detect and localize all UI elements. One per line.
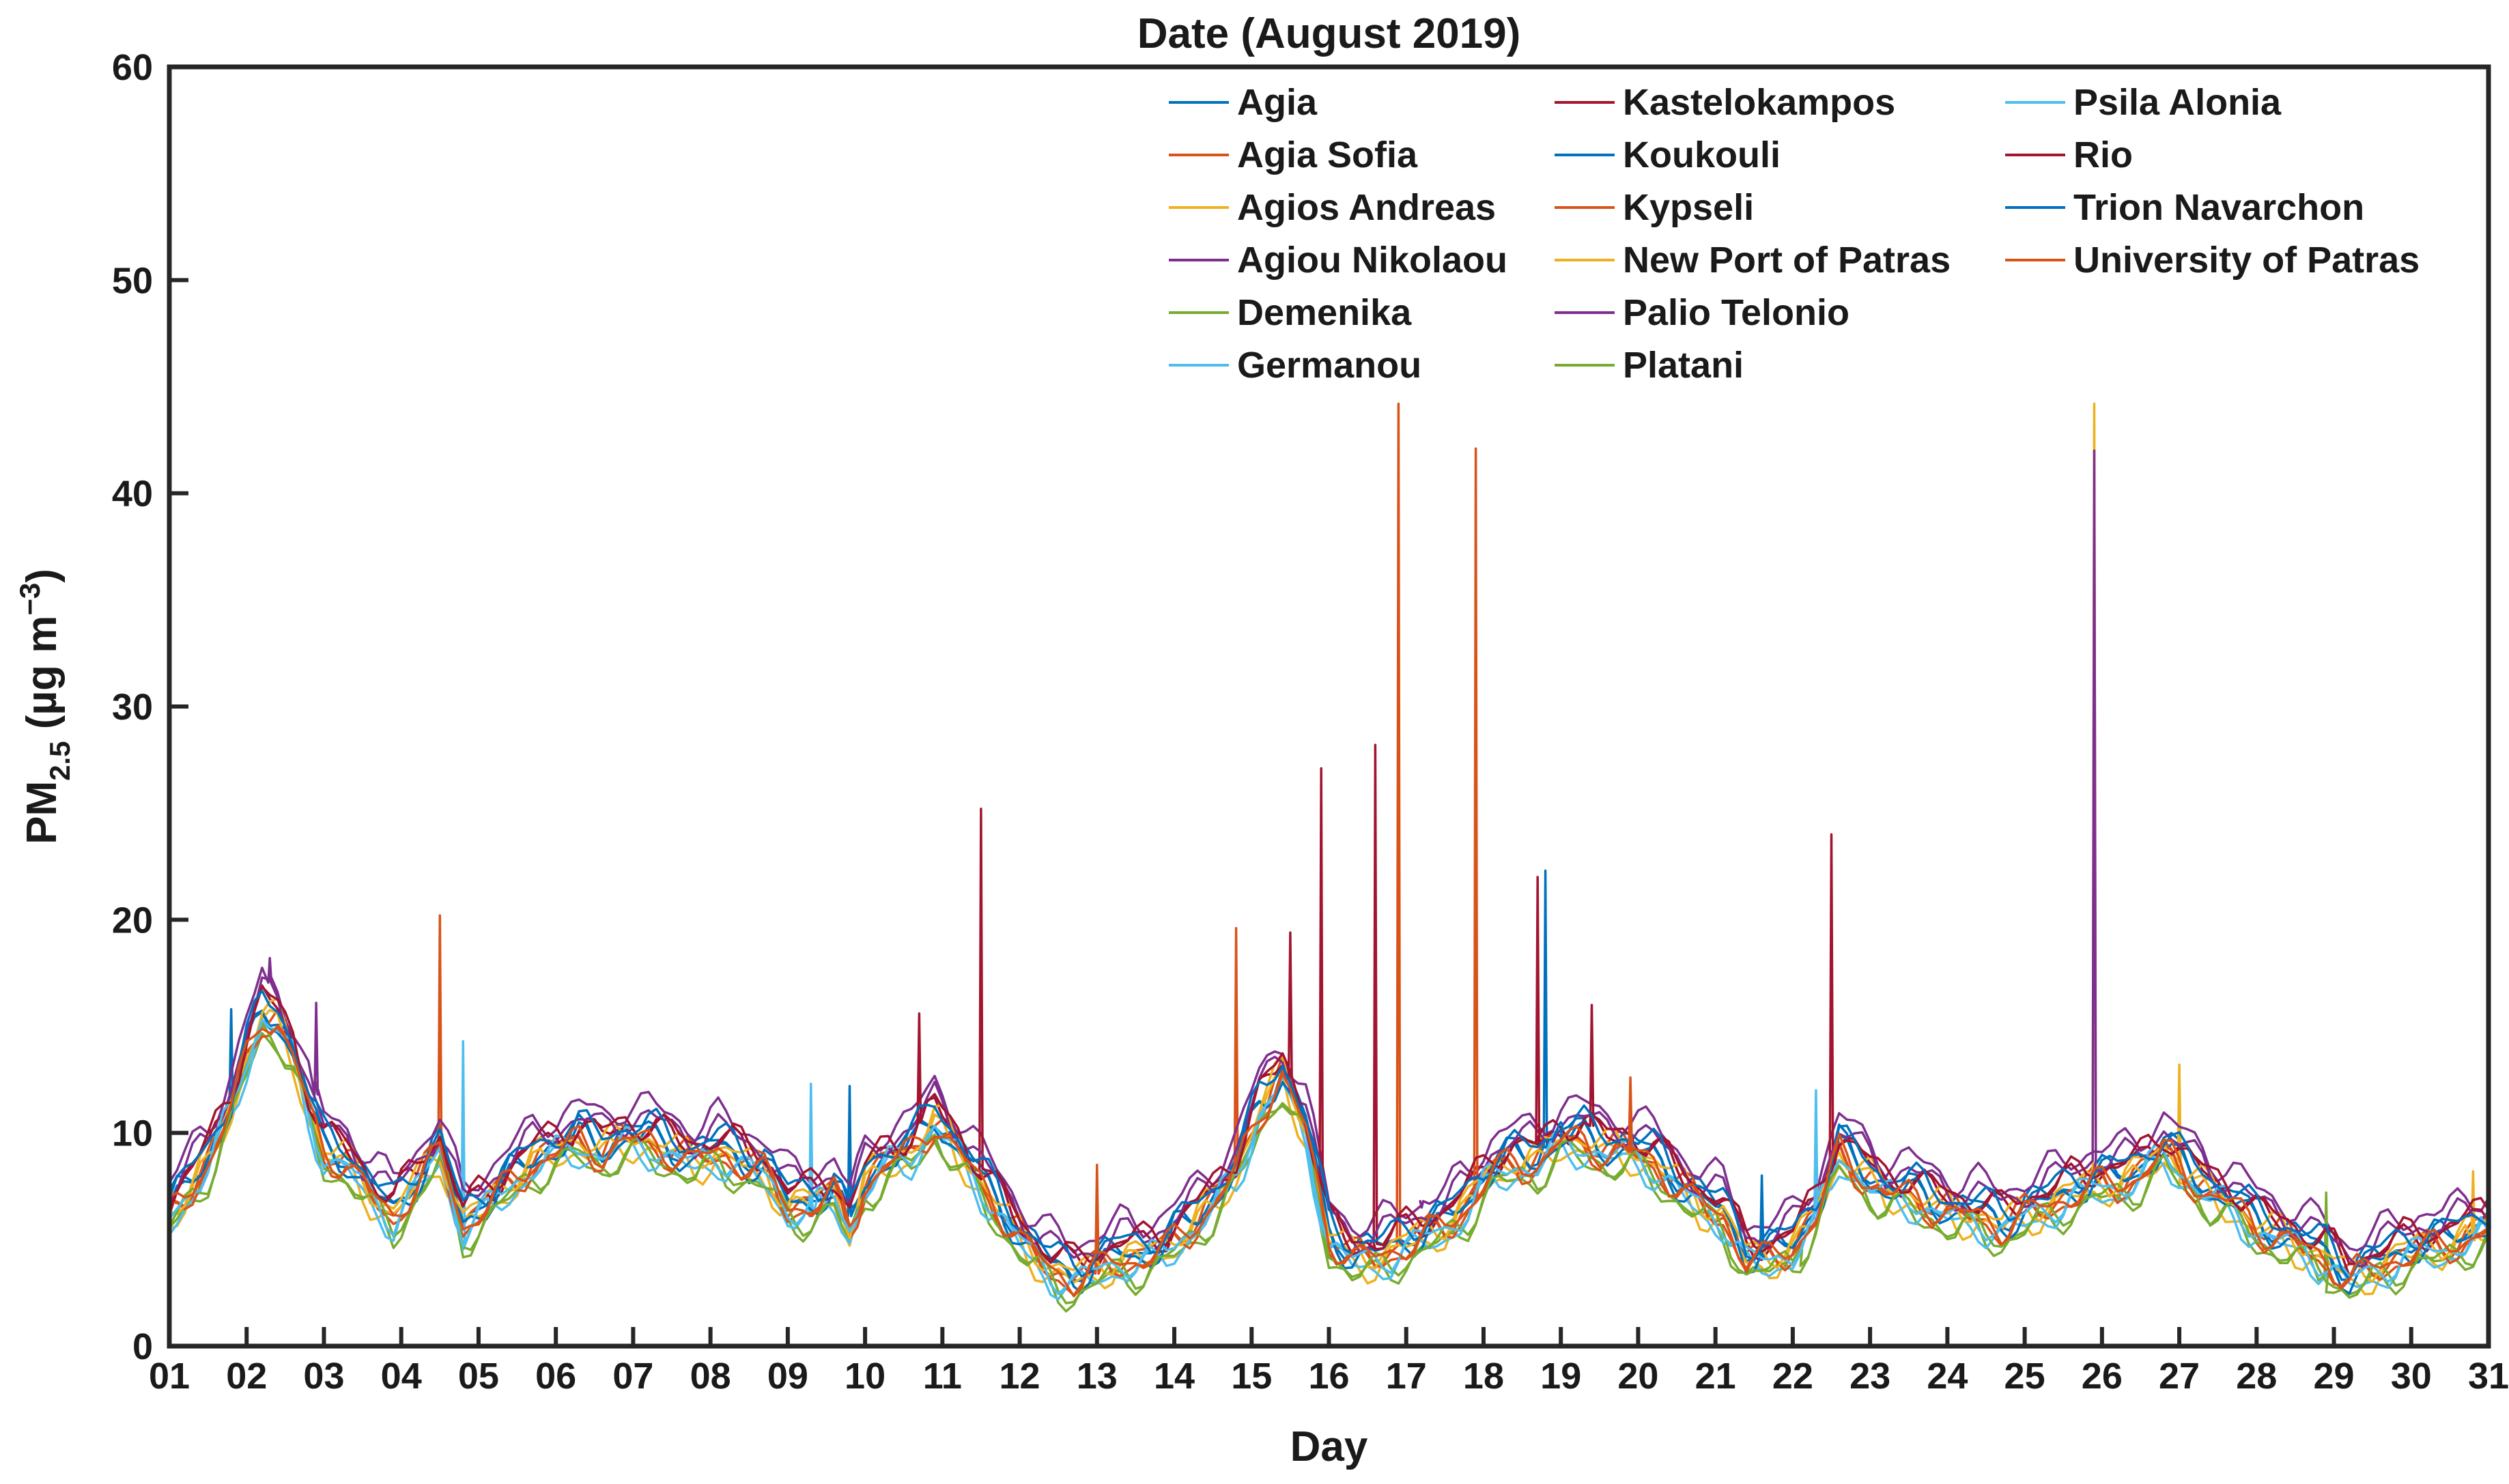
x-tick-label: 09 bbox=[767, 1356, 808, 1397]
legend-label: Psila Alonia bbox=[2073, 82, 2282, 123]
x-tick-label: 16 bbox=[1308, 1356, 1349, 1397]
legend: Agia Agia Sofia Agios Andreas Agiou Nikolao… bbox=[1169, 82, 2420, 386]
y-axis-title: PM2.5 (µg m−3) bbox=[14, 569, 76, 844]
legend-label: Palio Telonio bbox=[1623, 292, 1849, 333]
x-tick-label: 31 bbox=[2468, 1356, 2509, 1397]
axis-ticks bbox=[167, 65, 2491, 1348]
x-tick-label: 19 bbox=[1540, 1356, 1581, 1397]
legend-label: Agios Andreas bbox=[1237, 187, 1496, 228]
y-axis-title-close: ) bbox=[18, 569, 66, 583]
series-line bbox=[169, 1026, 2490, 1298]
x-tick-label: 11 bbox=[923, 1356, 962, 1397]
x-tick-label: 18 bbox=[1463, 1356, 1504, 1397]
legend-label: Rio bbox=[2073, 134, 2133, 175]
x-tick-label: 10 bbox=[845, 1356, 885, 1397]
series-line bbox=[169, 402, 2489, 1283]
legend-label: Koukouli bbox=[1623, 134, 1781, 175]
x-tick-label: 12 bbox=[1000, 1356, 1040, 1397]
x-tick-label: 27 bbox=[2159, 1356, 2200, 1397]
x-tick-label: 20 bbox=[1617, 1356, 1658, 1397]
x-tick-label: 28 bbox=[2236, 1356, 2277, 1397]
series-line bbox=[168, 1021, 2490, 1304]
x-tick-label: 13 bbox=[1077, 1356, 1118, 1397]
x-tick-label: 07 bbox=[612, 1356, 653, 1397]
x-tick-label: 17 bbox=[1386, 1356, 1427, 1397]
x-tick-label: 14 bbox=[1154, 1356, 1195, 1397]
tick-labels: 01 02 03 04 05 06 07 08 09 10 11 12 13 14 15 16 17 18 19 20… bbox=[112, 47, 2509, 1397]
x-tick-label: 02 bbox=[226, 1356, 267, 1397]
x-tick-label: 03 bbox=[303, 1356, 344, 1397]
chart-title: Date (August 2019) bbox=[1137, 10, 1521, 57]
legend-label: Trion Navarchon bbox=[2073, 187, 2364, 228]
x-tick-label: 15 bbox=[1231, 1356, 1272, 1397]
y-axis-title-subscript: 2.5 bbox=[44, 741, 76, 780]
x-tick-label: 29 bbox=[2313, 1356, 2354, 1397]
series-lines bbox=[168, 402, 2492, 1313]
y-axis-title-superscript: −3 bbox=[14, 583, 46, 616]
y-tick-label: 50 bbox=[112, 260, 153, 301]
y-tick-label: 0 bbox=[132, 1326, 153, 1367]
y-tick-label: 10 bbox=[112, 1113, 153, 1154]
x-tick-label: 05 bbox=[458, 1356, 499, 1397]
legend-label: Agiou Nikolaou bbox=[1237, 240, 1507, 281]
x-tick-label: 24 bbox=[1927, 1356, 1968, 1397]
x-tick-label: 08 bbox=[690, 1356, 731, 1397]
y-tick-label: 20 bbox=[112, 900, 153, 941]
legend-label: Platani bbox=[1623, 345, 1744, 386]
series-line bbox=[168, 956, 2490, 1254]
x-tick-label: 21 bbox=[1695, 1356, 1736, 1397]
x-tick-label: 23 bbox=[1849, 1356, 1890, 1397]
legend-label: New Port of Patras bbox=[1623, 240, 1951, 281]
legend-label: Germanou bbox=[1237, 345, 1421, 386]
legend-label: Kastelokampos bbox=[1623, 82, 1895, 123]
x-axis-title: Day bbox=[1290, 1423, 1368, 1470]
legend-label: Demenika bbox=[1237, 292, 1412, 333]
x-tick-label: 04 bbox=[381, 1356, 422, 1397]
legend-label: Agia bbox=[1237, 82, 1318, 123]
y-tick-label: 30 bbox=[112, 687, 153, 728]
x-tick-label: 25 bbox=[2004, 1356, 2045, 1397]
y-axis-title-unit: (µg m bbox=[18, 616, 66, 741]
x-tick-label: 26 bbox=[2082, 1356, 2123, 1397]
y-axis-title-main: PM bbox=[18, 781, 66, 844]
x-tick-label: 22 bbox=[1772, 1356, 1813, 1397]
y-tick-label: 40 bbox=[112, 474, 153, 515]
x-tick-label: 06 bbox=[535, 1356, 576, 1397]
x-tick-label: 01 bbox=[149, 1356, 190, 1397]
legend-label: Kypseli bbox=[1623, 187, 1754, 228]
y-tick-label: 60 bbox=[112, 47, 153, 88]
x-tick-label: 30 bbox=[2391, 1356, 2432, 1397]
legend-label: Agia Sofia bbox=[1237, 134, 1418, 175]
legend-label: University of Patras bbox=[2073, 240, 2420, 281]
